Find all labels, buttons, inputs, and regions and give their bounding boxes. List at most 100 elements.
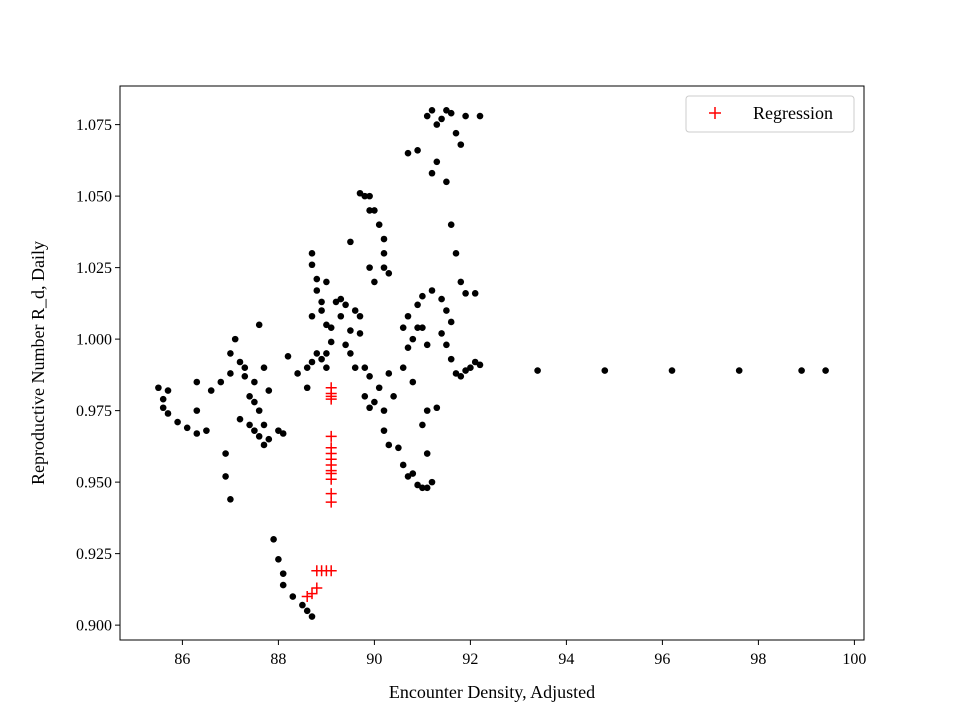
data-point [246, 421, 253, 429]
data-point [347, 327, 354, 334]
data-point [447, 109, 455, 117]
regression-point [325, 382, 337, 394]
data-point [308, 358, 316, 366]
plot-points [155, 107, 829, 620]
data-point [217, 378, 225, 386]
data-point [241, 364, 249, 372]
data-point [347, 350, 354, 357]
data-point [443, 107, 450, 114]
data-point [409, 470, 417, 477]
data-point [822, 367, 829, 374]
data-point [308, 250, 316, 257]
y-tick-label: 0.975 [76, 403, 112, 420]
data-point [356, 330, 364, 337]
data-point [323, 278, 330, 286]
data-point [457, 372, 465, 380]
data-point [323, 321, 330, 329]
data-point [433, 158, 441, 166]
data-point [399, 324, 407, 331]
data-point [308, 312, 316, 320]
data-point [255, 321, 263, 329]
data-point [433, 404, 441, 412]
data-point [409, 378, 417, 386]
data-point [371, 398, 378, 406]
data-point [255, 407, 263, 414]
data-point [428, 478, 436, 486]
regression-point [301, 591, 313, 603]
data-point [375, 221, 383, 229]
data-point [399, 461, 407, 469]
data-point [409, 335, 417, 343]
x-tick-label: 98 [750, 651, 766, 668]
legend-regression-marker [709, 107, 721, 119]
legend-box [685, 95, 855, 133]
data-point [404, 473, 412, 480]
data-point [303, 384, 311, 392]
data-point [159, 395, 167, 403]
x-tick-label: 86 [174, 651, 190, 668]
x-tick-label: 94 [558, 651, 574, 668]
data-point [294, 370, 301, 377]
data-point [356, 189, 364, 197]
data-point [356, 312, 364, 320]
data-point [289, 593, 297, 600]
regression-point [325, 488, 337, 500]
data-point [414, 301, 421, 309]
data-point [366, 192, 373, 200]
data-point [303, 607, 311, 615]
data-point [447, 318, 455, 326]
data-point [251, 427, 258, 434]
data-point [222, 450, 229, 457]
data-point [159, 404, 167, 412]
data-point [414, 324, 421, 331]
data-point [265, 435, 273, 443]
data-point [351, 364, 359, 372]
data-point [255, 433, 263, 440]
data-point [443, 307, 450, 314]
data-point [366, 404, 373, 412]
data-point [231, 335, 239, 343]
data-point [164, 387, 172, 394]
y-tick-label: 1.000 [76, 332, 112, 349]
data-point [404, 344, 412, 351]
data-point [462, 290, 469, 297]
data-point [452, 129, 460, 137]
data-point [428, 169, 436, 177]
data-point [371, 278, 378, 286]
data-point [279, 570, 287, 577]
data-point [471, 290, 479, 297]
data-point [351, 307, 359, 314]
regression-point [311, 582, 323, 594]
data-point [270, 536, 277, 543]
data-point [308, 261, 316, 269]
data-point [313, 275, 321, 283]
data-point [174, 418, 181, 426]
data-point [222, 473, 229, 480]
data-point [447, 221, 455, 229]
data-point [404, 312, 412, 320]
data-point [467, 364, 474, 372]
data-point [299, 601, 306, 609]
data-point [275, 556, 282, 563]
data-point [227, 495, 234, 503]
data-point [193, 407, 201, 414]
y-tick-label: 0.925 [76, 546, 112, 563]
data-point [327, 338, 335, 346]
data-point [380, 407, 388, 414]
y-tick-label: 0.950 [76, 475, 112, 492]
data-point [471, 358, 479, 366]
data-point [380, 235, 388, 243]
data-point [404, 149, 412, 157]
y-axis-ticks: 0.900 0.925 0.950 0.975 1.000 1.025 1.050 1.075 [76, 117, 120, 635]
data-point [275, 427, 282, 434]
data-point [385, 270, 393, 277]
data-point [284, 352, 292, 360]
data-point [332, 298, 340, 306]
data-point [476, 361, 484, 369]
data-point [735, 367, 743, 374]
data-point [395, 444, 402, 452]
x-tick-label: 92 [462, 651, 478, 668]
data-point [385, 441, 393, 449]
data-point [313, 350, 321, 357]
